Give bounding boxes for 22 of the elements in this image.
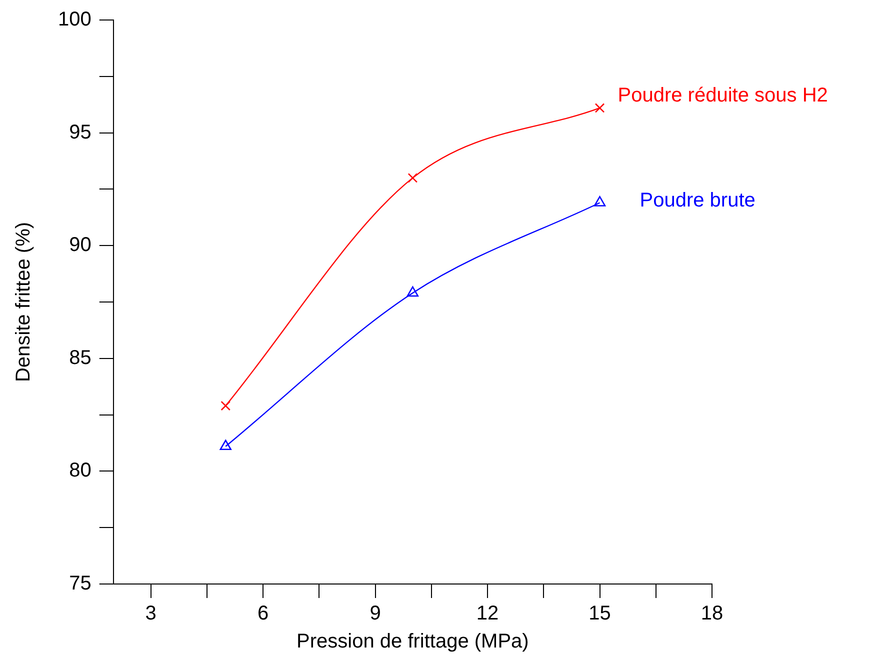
x-tick-label: 15: [588, 602, 611, 625]
y-tick-label: 90: [69, 234, 92, 256]
x-tick-label: 18: [700, 602, 724, 625]
point: [408, 173, 418, 183]
x-tick-label: 12: [476, 602, 499, 625]
point: [594, 196, 606, 206]
point: [406, 286, 419, 297]
series-label: Poudre réduite sous H2: [618, 84, 828, 106]
x-tick-label: 6: [257, 602, 269, 625]
x-tick-label: 3: [145, 602, 156, 625]
y-tick-label: 80: [69, 460, 92, 482]
x-axis-title: Pression de frittage (MPa): [296, 630, 529, 653]
y-tick-label: 75: [69, 572, 92, 595]
y-tick-label: 85: [69, 346, 92, 369]
x-tick-label: 9: [370, 602, 381, 625]
point: [220, 400, 231, 411]
y-axis-title: Densite frittee (%): [12, 222, 35, 382]
y-tick-label: 95: [69, 121, 92, 144]
point: [594, 103, 605, 113]
series-label: Poudre brute: [640, 189, 756, 212]
y-tick-label: 100: [58, 8, 92, 31]
point: [220, 440, 232, 450]
